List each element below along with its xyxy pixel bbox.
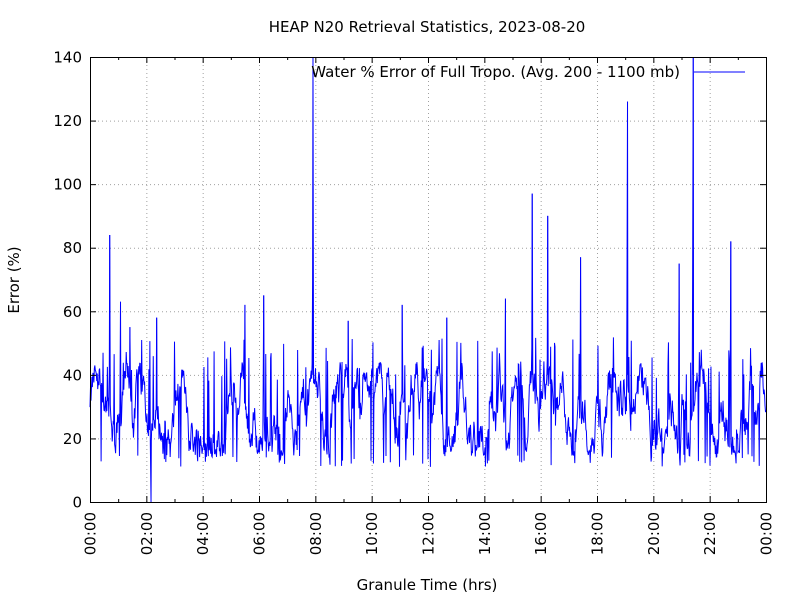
axis-ticks: 0 20 40 60 80 100 120 140 00:00 02:00 04:00 06:00 08… [53, 49, 775, 556]
x-tick-label: 18:00 [589, 512, 607, 555]
grid-lines [90, 57, 766, 502]
y-tick-label: 40 [63, 366, 82, 384]
x-tick-label: 20:00 [645, 512, 663, 555]
y-tick-label: 80 [63, 239, 82, 257]
x-tick-label: 08:00 [307, 512, 325, 555]
x-tick-label: 12:00 [420, 512, 438, 555]
x-tick-label: 04:00 [194, 512, 212, 555]
x-tick-label: 10:00 [363, 512, 381, 555]
y-tick-label: 100 [53, 176, 82, 194]
x-axis-label: Granule Time (hrs) [357, 576, 498, 594]
x-tick-label: 14:00 [476, 512, 494, 555]
legend-label: Water % Error of Full Tropo. (Avg. 200 -… [311, 63, 680, 81]
y-tick-label: 0 [72, 494, 82, 512]
x-tick-label: 22:00 [701, 512, 719, 555]
y-tick-label: 140 [53, 49, 82, 67]
y-tick-label: 20 [63, 430, 82, 448]
y-tick-label: 60 [63, 303, 82, 321]
x-tick-label: 02:00 [138, 512, 156, 555]
x-tick-label: 06:00 [251, 512, 269, 555]
x-tick-label: 00:00 [758, 512, 776, 555]
y-axis-label: Error (%) [5, 246, 23, 313]
series-line-water-error [89, 56, 767, 503]
x-tick-label: 16:00 [532, 512, 550, 555]
y-tick-label: 120 [53, 112, 82, 130]
x-tick-label: 00:00 [82, 512, 100, 555]
legend: Water % Error of Full Tropo. (Avg. 200 -… [311, 63, 745, 81]
series-layer [89, 56, 767, 503]
chart-title: HEAP N20 Retrieval Statistics, 2023-08-2… [269, 18, 586, 36]
